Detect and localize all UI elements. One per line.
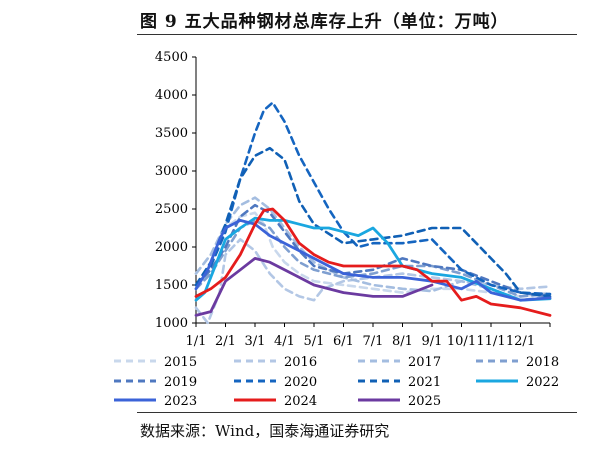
footer-rule [137, 412, 577, 413]
x-tick-label: 4/1 [274, 334, 295, 349]
legend-label-2015: 2015 [164, 355, 197, 370]
chart-title: 图 9 五大品种钢材总库存上升（单位：万吨） [140, 12, 509, 32]
y-tick-label: 3500 [155, 126, 188, 141]
y-tick-label: 4500 [155, 50, 188, 65]
legend-label-2022: 2022 [526, 375, 559, 390]
series-line-2025 [194, 257, 434, 317]
series-line-2021 [194, 146, 552, 298]
y-tick-label: 4000 [155, 88, 188, 103]
series-line-2015 [194, 211, 552, 298]
series-line-2018 [194, 219, 552, 298]
x-tick-label: 12/1 [506, 334, 535, 349]
x-tick-label: 11/1 [476, 334, 505, 349]
y-tick-label: 2500 [155, 202, 188, 217]
legend-label-2016: 2016 [284, 355, 317, 370]
series-line-2024 [194, 207, 552, 317]
x-tick-label: 7/1 [363, 334, 384, 349]
y-tick-label: 1500 [155, 278, 188, 293]
source-note: 数据来源：Wind，国泰海通证券研究 [140, 422, 390, 440]
series-line-2019 [194, 203, 552, 298]
y-tick-label: 2000 [155, 240, 188, 255]
legend-label-2017: 2017 [408, 355, 441, 370]
x-tick-label: 1/1 [186, 334, 207, 349]
series-line-2020 [194, 101, 552, 296]
legend-label-2025: 2025 [408, 394, 441, 409]
x-tick-label: 2/1 [215, 334, 236, 349]
legend-label-2018: 2018 [526, 355, 559, 370]
series-line-2023 [194, 219, 552, 302]
legend-label-2023: 2023 [164, 394, 197, 409]
x-tick-label: 9/1 [422, 334, 443, 349]
x-tick-label: 8/1 [392, 334, 413, 349]
series-line-2022 [194, 216, 552, 302]
x-tick-label: 5/1 [304, 334, 325, 349]
title-rule [137, 34, 577, 35]
y-tick-label: 3000 [155, 164, 188, 179]
x-tick-label: 6/1 [333, 334, 354, 349]
legend: 2015 2016 2017 2018 2019 2020 2021 2022 2023 2024… [114, 355, 559, 409]
x-tick-label: 3/1 [245, 334, 266, 349]
series-line-2016 [194, 238, 552, 325]
legend-label-2021: 2021 [408, 375, 441, 390]
legend-label-2019: 2019 [164, 375, 197, 390]
legend-label-2020: 2020 [284, 375, 317, 390]
x-tick-label: 10/1 [447, 334, 476, 349]
y-tick-label: 1000 [155, 316, 188, 331]
series-layer [194, 101, 552, 325]
axes: 1000 1500 2000 2500 3000 3500 4000 4500 1/1 2/1 3/… [155, 50, 551, 349]
legend-label-2024: 2024 [284, 394, 317, 409]
